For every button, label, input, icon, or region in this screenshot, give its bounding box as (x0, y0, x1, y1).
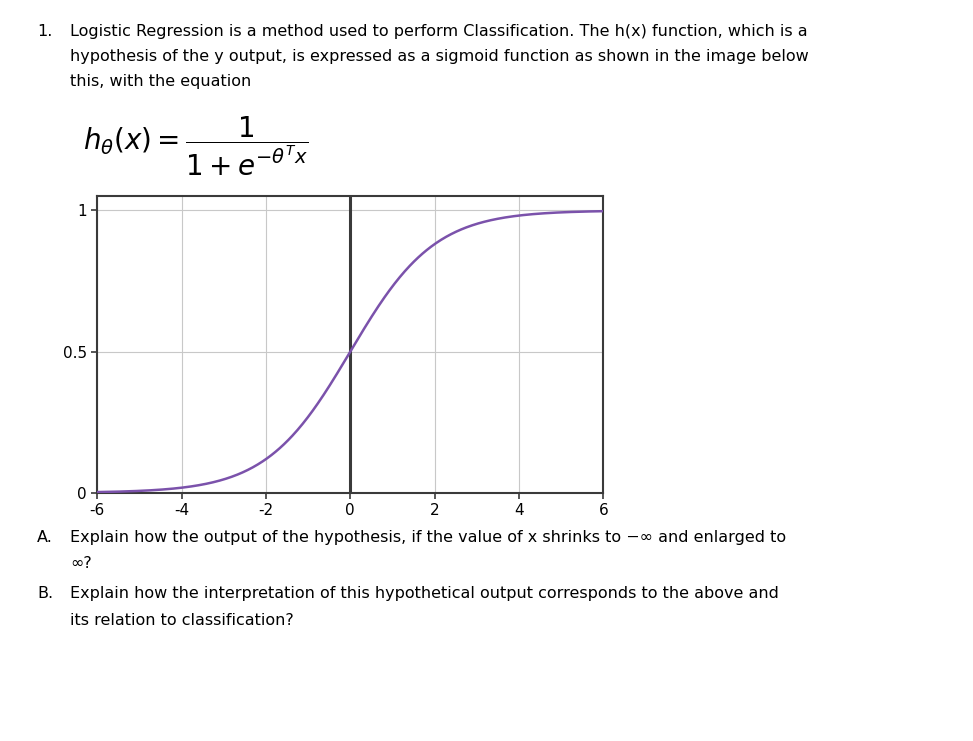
Text: Explain how the output of the hypothesis, if the value of x shrinks to −∞ and en: Explain how the output of the hypothesis… (70, 530, 786, 545)
Text: $\mathit{h_\theta}(x)=\dfrac{1}{1+e^{-\theta^T x}}$: $\mathit{h_\theta}(x)=\dfrac{1}{1+e^{-\t… (83, 115, 308, 178)
Text: B.: B. (37, 586, 54, 601)
Text: ∞?: ∞? (70, 556, 91, 571)
Text: this, with the equation: this, with the equation (70, 74, 251, 89)
Text: Explain how the interpretation of this hypothetical output corresponds to the ab: Explain how the interpretation of this h… (70, 586, 779, 601)
Text: A.: A. (37, 530, 53, 545)
Text: 1.: 1. (37, 24, 53, 39)
Text: Logistic Regression is a method used to perform Classification. The h(x) functio: Logistic Regression is a method used to … (70, 24, 808, 39)
Text: hypothesis of the y output, is expressed as a sigmoid function as shown in the i: hypothesis of the y output, is expressed… (70, 49, 809, 64)
Text: its relation to classification?: its relation to classification? (70, 613, 294, 628)
